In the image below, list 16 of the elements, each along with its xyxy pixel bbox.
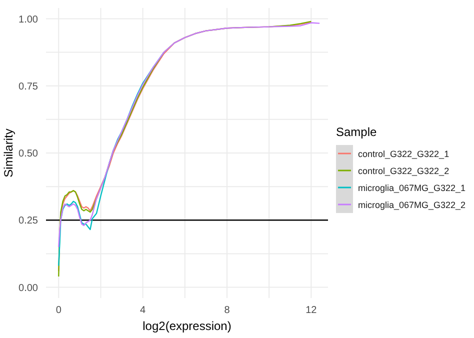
legend-label: control_G322_G322_2 xyxy=(358,166,450,176)
legend-label: control_G322_G322_1 xyxy=(358,148,450,158)
y-tick-label: 0.50 xyxy=(18,148,38,160)
x-tick-label: 12 xyxy=(306,305,318,316)
y-tick-label: 0.25 xyxy=(18,216,38,227)
y-axis-title: Similarity xyxy=(1,128,16,178)
legend-label: microglia_067MG_G322_1 xyxy=(358,182,466,192)
x-axis-title: log2(expression) xyxy=(142,319,232,333)
x-tick-label: 0 xyxy=(56,305,62,316)
legend-label: microglia_067MG_G322_2 xyxy=(358,200,466,210)
legend-title: Sample xyxy=(336,125,378,139)
y-tick-label: 1.00 xyxy=(18,14,38,26)
y-tick-label: 0.75 xyxy=(18,81,38,92)
y-tick-label: 0.00 xyxy=(18,282,38,294)
x-tick-label: 8 xyxy=(224,305,230,316)
x-tick-label: 4 xyxy=(140,305,146,316)
